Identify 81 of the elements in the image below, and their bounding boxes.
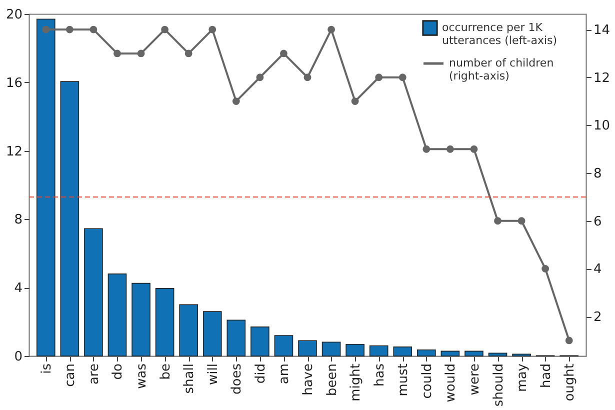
point [66, 26, 74, 34]
x-tick-label: can [63, 364, 78, 387]
point [446, 145, 454, 153]
point [565, 336, 573, 344]
bar [226, 320, 246, 356]
point [90, 26, 98, 34]
y-tick-label: 20 [6, 8, 22, 22]
x-tick-label: are [86, 364, 102, 385]
point [422, 145, 430, 153]
x-tick-label: have [301, 364, 316, 396]
x-tick-label: had [538, 364, 554, 388]
x-tick-label: shall [182, 364, 198, 394]
bar [393, 346, 412, 356]
point [398, 74, 406, 82]
legend-label: occurrence per 1K utterances (left-axis) [442, 21, 558, 47]
bar [202, 311, 222, 356]
x-tick-label: is [39, 363, 54, 374]
x-tick-label: must [396, 364, 412, 396]
y2-tick-label: 12 [594, 70, 610, 86]
point [184, 50, 192, 58]
x-tick-label: will [206, 364, 221, 385]
point [256, 74, 264, 82]
y-tick-label: 16 [6, 76, 22, 91]
y-tick-label: 12 [6, 144, 22, 160]
y-tick-label: 0 [14, 350, 22, 364]
point [232, 98, 240, 105]
x-tick-label: should [491, 364, 506, 407]
y2-tick-label: 8 [594, 166, 602, 182]
x-tick-label: has [372, 363, 388, 386]
y2-tick-label: 10 [594, 118, 610, 134]
point [304, 74, 312, 82]
bar [155, 288, 174, 356]
x-tick-label: ought [562, 364, 578, 402]
point [542, 265, 550, 272]
bar [440, 350, 460, 356]
bar [274, 335, 294, 356]
point [280, 50, 288, 58]
x-tick-label: does [230, 363, 245, 394]
x-tick-label: am [277, 364, 292, 384]
x-tick-label: did [253, 364, 268, 384]
x-tick-label: would [444, 364, 459, 402]
point [114, 50, 121, 58]
point [375, 74, 383, 82]
point [161, 26, 169, 34]
x-tick-label: could [420, 364, 435, 399]
point [42, 26, 50, 34]
x-tick-label: were [467, 364, 482, 396]
point [518, 217, 526, 225]
bar [60, 81, 80, 356]
bar [322, 342, 341, 356]
point [470, 145, 478, 153]
point [328, 26, 335, 34]
point [208, 26, 216, 34]
y2-tick-label: 6 [594, 214, 602, 230]
bar [36, 18, 56, 356]
point [351, 98, 359, 105]
x-tick-label: might [348, 364, 364, 402]
x-tick-label: be [158, 364, 174, 380]
x-tick-label: may [515, 363, 530, 392]
x-tick-label: been [324, 364, 340, 396]
bar [417, 349, 436, 356]
legend-label: number of children (right-axis) [449, 56, 554, 82]
bar [250, 326, 270, 356]
bar [346, 344, 364, 356]
y2-tick-label: 14 [594, 23, 610, 38]
y-tick-label: 4 [14, 281, 22, 296]
bar [108, 274, 127, 356]
bar [132, 282, 150, 356]
y2-tick-label: 2 [594, 310, 602, 326]
bar [298, 340, 317, 356]
y2-tick-label: 4 [594, 262, 602, 278]
x-tick-label: was [134, 363, 150, 389]
bar [488, 352, 508, 356]
bar [84, 228, 103, 356]
y-tick-label: 8 [14, 212, 22, 228]
bar [369, 345, 388, 356]
point [494, 217, 502, 225]
point [137, 50, 145, 58]
bar [464, 350, 484, 356]
x-tick-label: do [110, 363, 126, 380]
bar [179, 304, 198, 356]
